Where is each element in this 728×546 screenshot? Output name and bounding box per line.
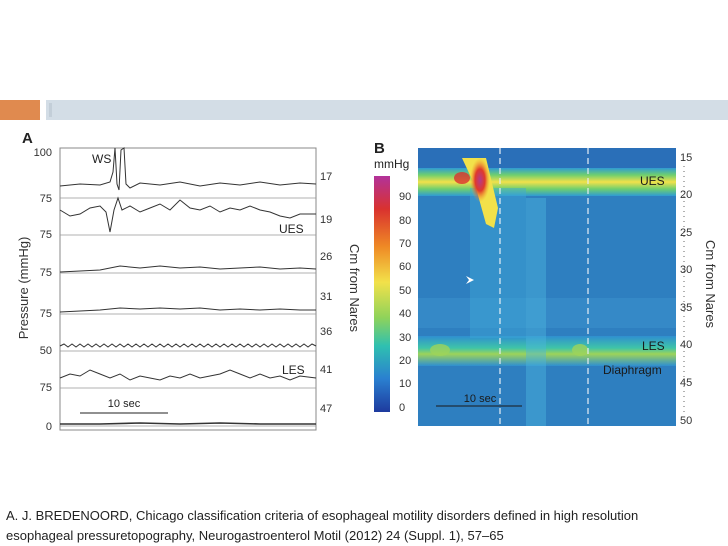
header-accent-blue	[46, 100, 728, 120]
cm-value: 36	[320, 326, 332, 338]
baseline-tick: 75	[40, 229, 52, 241]
arrowhead-marker-icon	[466, 276, 474, 284]
diaphragm-label: Diaphragm	[603, 363, 662, 377]
panel-a: A Pressure (mmHg) Cm from Nares 100 75 7…	[16, 130, 362, 433]
scale-bar-label-a: 10 sec	[108, 398, 141, 410]
cm-tick-b: 30	[680, 264, 692, 276]
pressure-trace	[59, 147, 317, 191]
colorbar	[374, 176, 390, 412]
les-label-b: LES	[642, 339, 665, 353]
scale-tick-100: 100	[34, 147, 52, 159]
colorbar-tick: 10	[399, 378, 411, 390]
colorbar-tick: 20	[399, 355, 411, 367]
pressure-trace	[60, 422, 316, 425]
cm-from-nares-label-b: Cm from Nares	[703, 240, 718, 329]
cm-tick-b: 20	[680, 189, 692, 201]
baseline-tick: 0	[46, 421, 52, 433]
pressure-topography-heatmap	[418, 148, 676, 426]
cm-tick-b: 35	[680, 302, 692, 314]
baseline-tick: 75	[40, 382, 52, 394]
panel-b: B mmHg 90 80 70 60 50 40 30 20 10 0	[374, 140, 718, 427]
colorbar-title: mmHg	[374, 157, 409, 171]
ues-label-a: UES	[279, 222, 304, 236]
ws-label: WS	[92, 152, 111, 166]
colorbar-tick: 80	[399, 215, 411, 227]
les-label-a: LES	[282, 363, 305, 377]
cm-tick-b: 15	[680, 152, 692, 164]
pressure-axis-label: Pressure (mmHg)	[16, 237, 31, 340]
cm-value: 17	[320, 171, 332, 183]
panel-b-letter: B	[374, 140, 385, 157]
citation-line-1: A. J. BREDENOORD, Chicago classification…	[6, 508, 639, 523]
colorbar-tick: 60	[399, 261, 411, 273]
panel-a-letter: A	[22, 130, 33, 147]
citation: A. J. BREDENOORD, Chicago classification…	[6, 506, 722, 546]
cm-tick-b: 40	[680, 339, 692, 351]
baseline-tick: 75	[40, 267, 52, 279]
header-accent-orange	[0, 100, 40, 120]
baseline-tick: 75	[40, 193, 52, 205]
cm-value: 19	[320, 214, 332, 226]
ues-label-b: UES	[640, 174, 665, 188]
cm-from-nares-label-a: Cm from Nares	[347, 244, 362, 333]
cm-value: 31	[320, 291, 332, 303]
cm-tick-b: 50	[680, 415, 692, 427]
colorbar-tick: 50	[399, 285, 411, 297]
colorbar-tick: 30	[399, 332, 411, 344]
colorbar-tick: 90	[399, 191, 411, 203]
citation-line-2: esophageal pressuretopography, Neurogast…	[6, 528, 504, 543]
motility-figure: A Pressure (mmHg) Cm from Nares 100 75 7…	[0, 128, 728, 438]
cm-tick-b: 45	[680, 377, 692, 389]
cm-value: 26	[320, 251, 332, 263]
scale-bar-label-b: 10 sec	[464, 393, 497, 405]
pressure-trace	[59, 307, 316, 313]
pressure-trace	[59, 369, 317, 381]
pressure-trace	[59, 196, 316, 233]
cm-value: 41	[320, 364, 332, 376]
colorbar-tick: 0	[399, 402, 405, 414]
pressure-trace	[59, 343, 317, 348]
cm-value: 47	[320, 403, 332, 415]
cm-tick-b: 25	[680, 227, 692, 239]
pressure-trace	[59, 265, 317, 273]
baseline-tick: 50	[40, 345, 52, 357]
colorbar-tick: 70	[399, 238, 411, 250]
slide-header-bar	[0, 100, 728, 120]
colorbar-tick: 40	[399, 308, 411, 320]
baseline-tick: 75	[40, 308, 52, 320]
panel-a-frame	[59, 147, 317, 431]
